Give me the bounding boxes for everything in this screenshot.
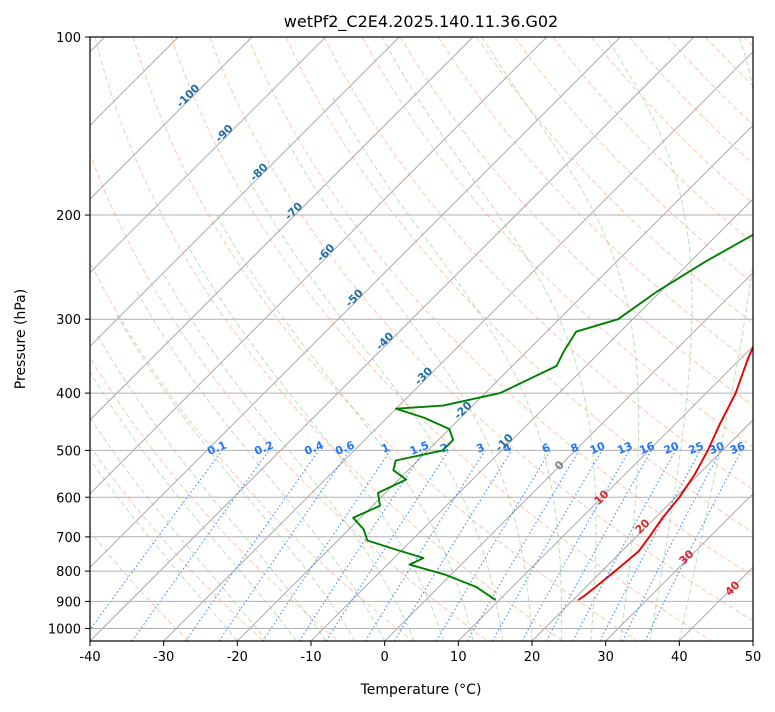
y-tick-label: 500 <box>56 444 81 459</box>
x-tick-label: -10 <box>300 650 321 665</box>
x-tick-label: 30 <box>597 650 614 665</box>
y-tick-label: 200 <box>56 209 81 224</box>
x-tick-label: -40 <box>79 650 100 665</box>
y-tick-label: 1000 <box>48 622 81 637</box>
y-tick-label: 100 <box>56 31 81 46</box>
y-tick-label: 900 <box>56 595 81 610</box>
chart-title: wetPf2_C2E4.2025.140.11.36.G02 <box>284 12 558 32</box>
x-tick-label: 0 <box>381 650 389 665</box>
x-tick-label: -30 <box>153 650 174 665</box>
x-tick-label: 40 <box>671 650 688 665</box>
x-tick-label: 20 <box>524 650 541 665</box>
x-tick-label: -20 <box>227 650 248 665</box>
y-tick-label: 800 <box>56 565 81 580</box>
y-axis-label: Pressure (hPa) <box>13 289 29 389</box>
y-tick-label: 600 <box>56 491 81 506</box>
x-tick-label: 10 <box>450 650 467 665</box>
x-tick-label: 50 <box>745 650 762 665</box>
y-tick-label: 400 <box>56 387 81 402</box>
y-tick-label: 700 <box>56 531 81 546</box>
x-axis-label: Temperature (°C) <box>360 682 482 698</box>
y-tick-label: 300 <box>56 313 81 328</box>
